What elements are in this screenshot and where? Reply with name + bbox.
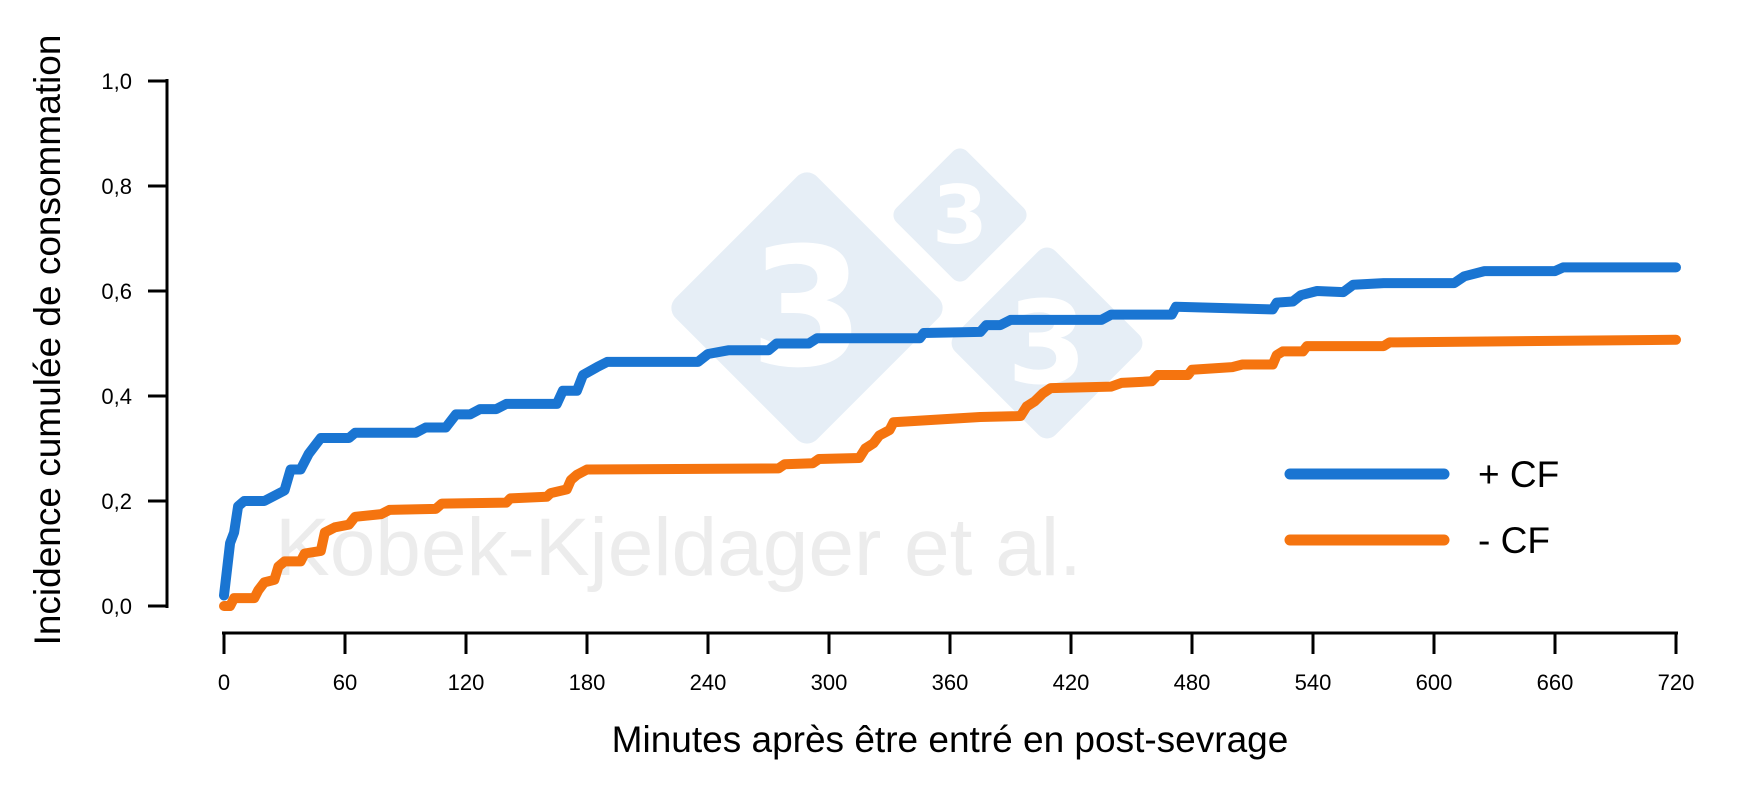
- watermark-digit: 3: [932, 169, 988, 262]
- watermark-digit: 3: [750, 212, 865, 404]
- series-line-plus-cf: [219, 262, 1681, 601]
- x-tick-label: 420: [1053, 670, 1090, 695]
- y-tick-label: 0,2: [101, 489, 132, 514]
- watermark-logo: 3 3 3: [671, 148, 1143, 444]
- y-tick-label: 0,6: [101, 279, 132, 304]
- x-tick-label: 540: [1295, 670, 1332, 695]
- x-tick-label: 180: [569, 670, 606, 695]
- x-axis: 0 60 120 180 240 300 360 420 480 540 600 660 720: [218, 631, 1695, 695]
- y-tick-label: 1,0: [101, 69, 132, 94]
- y-tick-label: 0,0: [101, 594, 132, 619]
- y-axis: 0,0 0,2 0,4 0,6 0,8 1,0: [101, 69, 169, 619]
- y-tick-label: 0,4: [101, 384, 132, 409]
- y-axis-title: Incidence cumulée de consommation: [27, 35, 68, 646]
- legend-label-plus-cf: + CF: [1478, 454, 1559, 495]
- x-tick-label: 660: [1537, 670, 1574, 695]
- x-tick-label: 0: [218, 670, 230, 695]
- series-line-minus-cf: [219, 334, 1681, 611]
- legend-label-minus-cf: - CF: [1478, 520, 1550, 561]
- x-tick-label: 240: [690, 670, 727, 695]
- x-tick-label: 360: [932, 670, 969, 695]
- x-tick-label: 720: [1658, 670, 1695, 695]
- legend-item-minus-cf: - CF: [1284, 520, 1550, 561]
- x-tick-label: 120: [448, 670, 485, 695]
- legend-item-plus-cf: + CF: [1284, 454, 1559, 495]
- plot-area: [219, 262, 1681, 611]
- y-tick-label: 0,8: [101, 174, 132, 199]
- x-tick-label: 600: [1416, 670, 1453, 695]
- x-tick-label: 480: [1174, 670, 1211, 695]
- legend: + CF - CF: [1284, 454, 1559, 561]
- x-tick-label: 300: [811, 670, 848, 695]
- x-tick-label: 60: [333, 670, 357, 695]
- watermark-text: Kobek-Kjeldager et al.: [275, 502, 1082, 593]
- x-axis-title: Minutes après être entré en post-sevrage: [612, 719, 1289, 760]
